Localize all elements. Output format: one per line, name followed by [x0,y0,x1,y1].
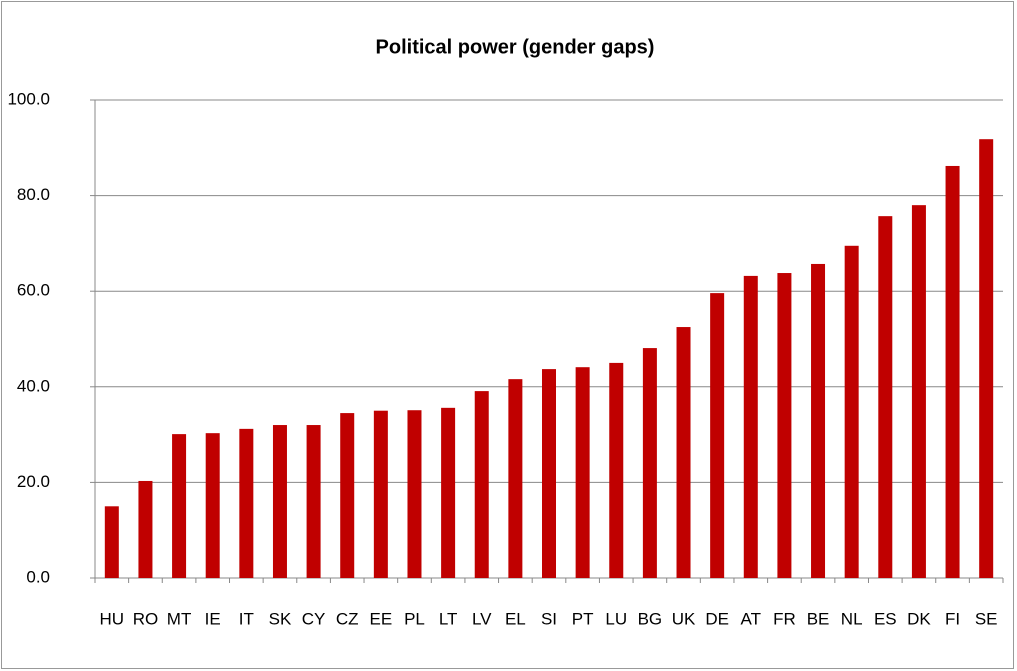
bar [138,480,153,578]
x-tick-label: PT [572,609,594,628]
bar [811,263,826,578]
x-tick-label: SK [269,609,292,628]
bar [373,410,388,578]
bar [239,428,254,578]
bar [474,391,489,578]
y-tick-label: 60.0 [17,281,50,300]
bar [777,273,792,578]
bar [844,245,859,579]
y-tick-label: 100.0 [7,89,50,108]
x-tick-label: FR [773,609,796,628]
bar [945,165,960,579]
bar [642,348,657,578]
bar [104,506,119,578]
bar [710,293,725,578]
x-tick-label: LT [439,609,458,628]
bar [979,139,994,579]
bar [542,369,556,578]
x-tick-label: CY [302,609,326,628]
x-tick-label: SE [975,609,998,628]
bar [272,425,287,578]
x-tick-label: ES [874,609,897,628]
x-tick-label: IT [239,609,254,628]
x-tick-label: IE [205,609,221,628]
bar [743,275,758,578]
x-tick-label: EL [505,609,526,628]
bar [508,379,523,578]
x-tick-label: BG [638,609,663,628]
bar [911,205,926,578]
x-tick-label: NL [841,609,863,628]
x-tick-label: RO [133,609,159,628]
x-tick-label: LV [472,609,492,628]
x-tick-label: BE [807,609,830,628]
x-tick-label: DK [907,609,931,628]
x-tick-label: LU [605,609,627,628]
x-tick-label: MT [167,609,192,628]
x-tick-label: PL [404,609,425,628]
bar [407,410,422,578]
x-tick-label: EE [370,609,393,628]
y-tick-label: 40.0 [17,376,50,395]
x-tick-label: SI [541,609,557,628]
bar [205,433,220,578]
y-tick-label: 0.0 [26,567,50,586]
bar [676,327,691,578]
bar [878,216,893,579]
bar [575,367,590,578]
bar [609,362,624,578]
chart-title: Political power (gender gaps) [376,36,655,58]
y-tick-label: 80.0 [17,185,50,204]
x-tick-label: DE [705,609,729,628]
y-tick-label: 20.0 [17,472,50,491]
bar [306,425,321,578]
bar [340,413,355,578]
x-tick-label: HU [100,609,125,628]
x-tick-label: CZ [336,609,359,628]
x-tick-label: FI [945,609,960,628]
x-tick-label: UK [672,609,696,628]
bar [441,407,456,578]
x-tick-label: AT [741,609,761,628]
bar [172,434,187,578]
